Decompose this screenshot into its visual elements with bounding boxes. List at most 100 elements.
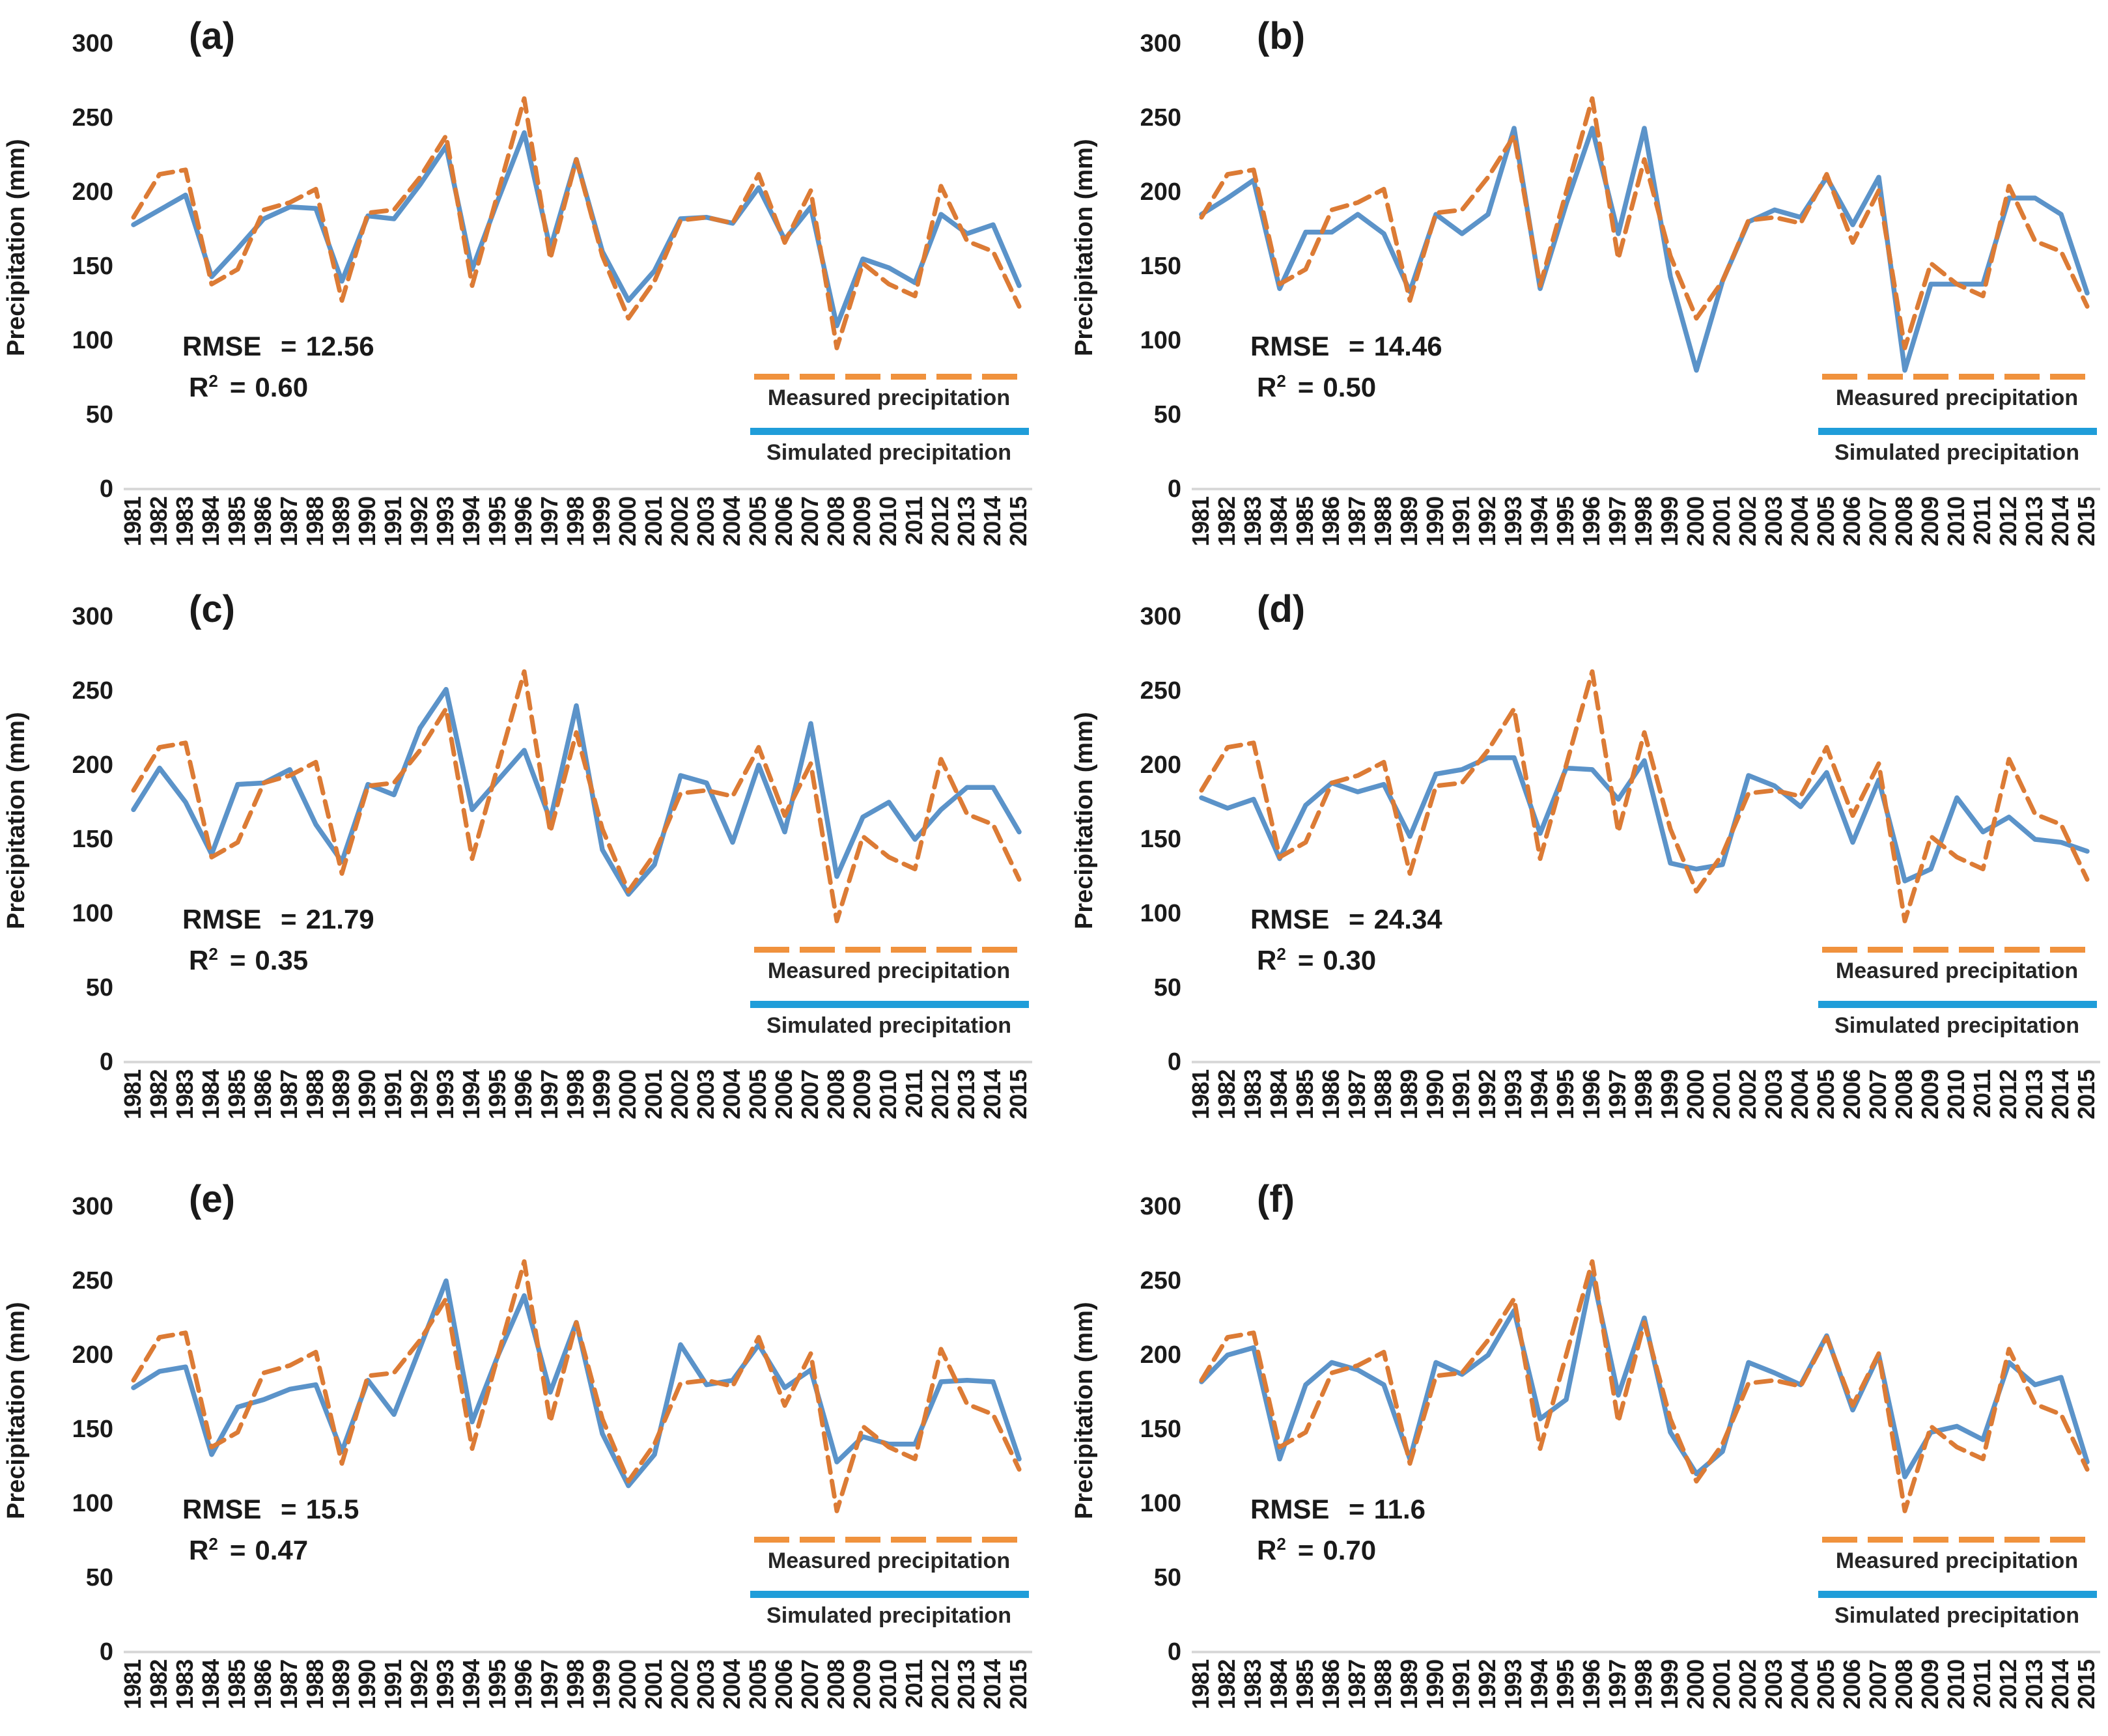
- panel-letter: (c): [189, 588, 235, 630]
- x-tick-label: 1986: [249, 1660, 276, 1710]
- x-tick-label: 2013: [953, 497, 979, 547]
- y-tick-label: 300: [72, 603, 113, 630]
- x-tick-label: 2007: [1864, 1070, 1891, 1120]
- x-tick-label: 2003: [1760, 1070, 1787, 1120]
- r2-value: 0.30: [1323, 945, 1377, 975]
- x-tick-label: 2004: [1786, 1070, 1813, 1120]
- x-tick-label: 2004: [1786, 497, 1813, 547]
- y-tick-label: 0: [99, 475, 113, 503]
- x-tick-label: 1985: [223, 497, 250, 547]
- x-tick-label: 1995: [1552, 1660, 1579, 1710]
- x-tick-label: 1987: [275, 1070, 302, 1120]
- x-tick-label: 1995: [484, 497, 511, 547]
- x-tick-label: 1997: [1604, 497, 1631, 547]
- x-tick-label: 2006: [770, 1660, 797, 1710]
- y-tick-label: 100: [1140, 327, 1181, 354]
- panel-letter: (e): [189, 1178, 235, 1220]
- y-tick-label: 250: [1140, 104, 1181, 132]
- y-axis-title: Precipitation (mm): [3, 1302, 30, 1519]
- x-tick-label: 1991: [380, 1660, 406, 1710]
- x-tick-label: 1986: [249, 1070, 276, 1120]
- stats-annotation: RMSE = 21.79 R2 = 0.35: [182, 904, 374, 985]
- r2-line: R2 = 0.30: [1257, 944, 1377, 975]
- x-axis-line: [124, 1651, 1032, 1653]
- r2-line: R2 = 0.60: [189, 371, 309, 402]
- x-tick-label: 1990: [1422, 497, 1448, 547]
- rmse-line: RMSE = 15.5: [182, 1494, 359, 1524]
- x-tick-label: 2000: [1682, 1660, 1709, 1710]
- x-tick-label: 1981: [1187, 1660, 1214, 1710]
- x-tick-label: 1991: [380, 497, 406, 547]
- measured-precipitation-line: [131, 96, 1022, 350]
- y-tick-label: 300: [1140, 1193, 1181, 1220]
- x-axis-tick-labels: 1981 1982 1983 1984 1985 1986 1987 1988 1989 1990…: [0, 0, 1040, 573]
- x-tick-label: 2015: [2073, 1660, 2100, 1710]
- stats-annotation: RMSE = 14.46 R2 = 0.50: [1250, 331, 1442, 412]
- y-tick-label: 250: [72, 104, 113, 132]
- x-tick-label: 2003: [692, 1660, 719, 1710]
- x-tick-label: 1990: [1422, 1070, 1448, 1120]
- panel-e: 300 250 200 150 100 50 0 1981 1982 1983 1984 1985 1…: [0, 1163, 1040, 1736]
- x-axis-tick-labels: 1981 1982 1983 1984 1985 1986 1987 1988 1989 1990…: [1068, 573, 2108, 1146]
- x-tick-label: 2007: [796, 1070, 823, 1120]
- x-tick-label: 2009: [1917, 1660, 1943, 1710]
- y-tick-label: 100: [1140, 900, 1181, 927]
- y-tick-label: 50: [1153, 974, 1181, 1001]
- x-tick-label: 1998: [1630, 1070, 1657, 1120]
- y-tick-label: 100: [72, 1490, 113, 1517]
- x-tick-label: 1991: [1448, 1660, 1474, 1710]
- x-tick-label: 1999: [588, 1660, 615, 1710]
- x-tick-label: 2009: [849, 1070, 875, 1120]
- r2-line: R2 = 0.50: [1257, 371, 1377, 402]
- x-tick-label: 2015: [1005, 1660, 1032, 1710]
- rmse-value: 14.46: [1373, 331, 1442, 361]
- x-tick-label: 1985: [223, 1070, 250, 1120]
- x-tick-label: 2008: [1890, 1660, 1917, 1710]
- panel-b: 300 250 200 150 100 50 0 1981 1982 1983 1984 1985 1…: [1068, 0, 2108, 573]
- x-tick-label: 2001: [640, 1070, 667, 1120]
- x-tick-label: 1997: [1604, 1660, 1631, 1710]
- rmse-value: 15.5: [305, 1494, 359, 1524]
- line-plot: [131, 669, 1022, 923]
- y-tick-label: 250: [1140, 677, 1181, 705]
- x-tick-label: 2004: [1786, 1660, 1813, 1710]
- x-tick-label: 1994: [1526, 1660, 1553, 1710]
- panel-letter: (d): [1257, 588, 1306, 630]
- y-tick-label: 150: [72, 826, 113, 853]
- x-tick-label: 2007: [796, 497, 823, 547]
- x-tick-label: 1987: [275, 1660, 302, 1710]
- x-tick-label: 1994: [458, 497, 485, 547]
- x-tick-label: 1996: [510, 497, 537, 547]
- x-tick-label: 2008: [822, 497, 849, 547]
- x-axis-line: [1192, 1651, 2100, 1653]
- r2-value: 0.47: [255, 1535, 309, 1565]
- x-tick-label: 1992: [1474, 497, 1500, 547]
- x-tick-label: 2015: [1005, 497, 1032, 547]
- x-tick-label: 2011: [901, 497, 927, 546]
- x-tick-label: 1982: [145, 497, 172, 547]
- x-axis-line: [124, 1061, 1032, 1063]
- r2-value: 0.70: [1323, 1535, 1377, 1565]
- x-tick-label: 1999: [588, 1070, 615, 1120]
- y-tick-label: 150: [72, 253, 113, 280]
- x-tick-label: 1984: [1265, 1070, 1292, 1120]
- rmse-line: RMSE = 12.56: [182, 331, 374, 361]
- x-tick-label: 1996: [1578, 497, 1605, 547]
- x-tick-label: 2011: [1969, 497, 1995, 546]
- rmse-line: RMSE = 14.46: [1250, 331, 1442, 361]
- x-tick-label: 1992: [1474, 1660, 1500, 1710]
- x-tick-label: 1981: [119, 497, 146, 547]
- x-tick-label: 1989: [328, 1660, 354, 1710]
- x-tick-label: 1983: [171, 497, 198, 547]
- y-tick-label: 300: [72, 30, 113, 57]
- x-tick-label: 1988: [302, 1660, 328, 1710]
- y-tick-label: 200: [1140, 178, 1181, 206]
- r2-value: 0.50: [1323, 372, 1377, 402]
- y-tick-label: 300: [1140, 30, 1181, 57]
- x-tick-label: 2009: [849, 497, 875, 547]
- x-tick-label: 1987: [1343, 497, 1370, 547]
- x-tick-label: 2015: [1005, 1070, 1032, 1120]
- x-tick-label: 1989: [1396, 497, 1422, 547]
- measured-precipitation-line: [131, 669, 1022, 923]
- x-tick-label: 1995: [484, 1660, 511, 1710]
